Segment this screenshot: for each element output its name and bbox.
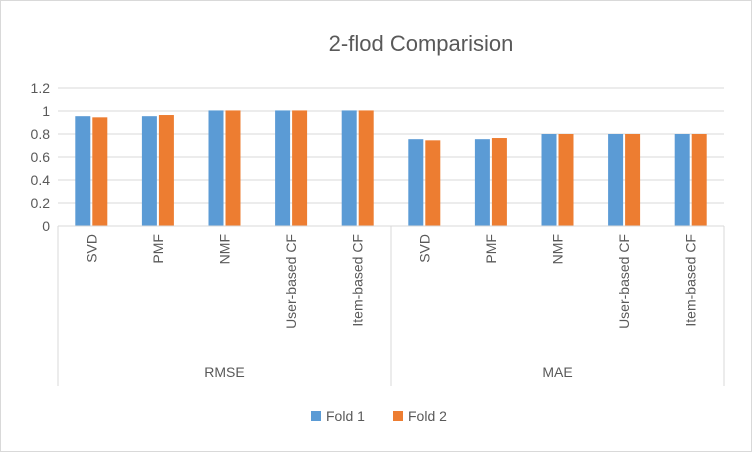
- bar-fold-1: [408, 139, 424, 226]
- bar-fold-2: [625, 134, 641, 226]
- y-tick-label: 0: [42, 218, 50, 234]
- legend-label: Fold 2: [408, 408, 447, 424]
- bar-fold-2: [292, 110, 308, 226]
- x-category-label: SVD: [83, 234, 99, 263]
- legend: Fold 1 Fold 2: [311, 408, 447, 424]
- legend-swatch: [393, 411, 403, 421]
- bar-fold-1: [141, 116, 157, 226]
- bar-fold-1: [275, 110, 291, 226]
- bar-fold-1: [75, 116, 91, 226]
- x-category-label: PMF: [483, 234, 499, 264]
- legend-label: Fold 1: [326, 408, 365, 424]
- bar-fold-2: [691, 134, 707, 226]
- bar-fold-1: [541, 134, 557, 226]
- bar-fold-1: [474, 139, 490, 226]
- legend-swatch: [311, 411, 321, 421]
- y-tick-label: 0.4: [31, 172, 51, 188]
- x-category-label: Item-based CF: [350, 234, 366, 327]
- bar-fold-2: [425, 140, 441, 226]
- chart-title: 2-flod Comparision: [329, 31, 514, 56]
- y-tick-label: 1.2: [31, 80, 51, 96]
- gridlines: [58, 87, 724, 204]
- bar-fold-2: [491, 138, 507, 226]
- bar-fold-1: [341, 110, 357, 226]
- y-tick-label: 1: [42, 103, 50, 119]
- bar-fold-2: [358, 110, 374, 226]
- x-category-label: User-based CF: [616, 234, 632, 329]
- bar-fold-2: [158, 115, 174, 226]
- bar-fold-2: [558, 134, 574, 226]
- y-tick-label: 0.8: [31, 126, 51, 142]
- axes: 0 0.2 0.4 0.6 0.8 1 1.2 SVD PMF NMF User-based CF I…: [31, 80, 725, 386]
- bar-fold-1: [208, 110, 224, 226]
- bar-fold-1: [674, 134, 690, 226]
- x-category-label: PMF: [150, 234, 166, 264]
- x-category-label: NMF: [217, 234, 233, 264]
- bar-fold-1: [608, 134, 624, 226]
- bar-fold-2: [225, 110, 241, 226]
- group-label: RMSE: [204, 364, 244, 380]
- bar-fold-2: [92, 117, 108, 226]
- x-category-label: User-based CF: [283, 234, 299, 329]
- x-category-label: SVD: [416, 234, 432, 263]
- group-label: MAE: [542, 364, 572, 380]
- x-category-label: NMF: [550, 234, 566, 264]
- bars: [75, 110, 707, 226]
- y-tick-label: 0.6: [31, 149, 51, 165]
- x-category-label: Item-based CF: [683, 234, 699, 327]
- y-tick-label: 0.2: [31, 195, 51, 211]
